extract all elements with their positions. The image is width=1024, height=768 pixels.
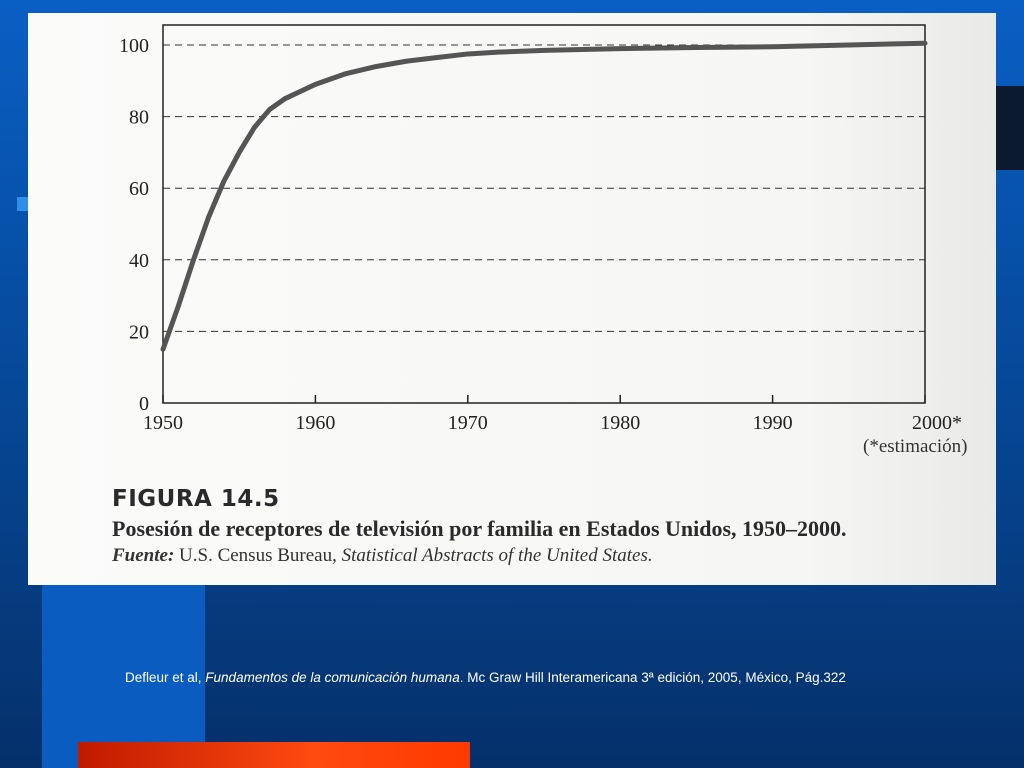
tick-labels: 0 20 40 60 80 100 1950 1960 1970 1980 1990 2000*	[119, 35, 962, 434]
grid-lines	[163, 44, 925, 332]
x-tick-label: 1980	[600, 412, 640, 434]
series-lines	[160, 40, 928, 352]
source-organization: U.S. Census Bureau,	[174, 545, 342, 566]
figure-source: Fuente: U.S. Census Bureau, Statistical …	[112, 545, 992, 567]
source-label: Fuente:	[112, 545, 175, 566]
decorative-bottom-bar	[78, 742, 470, 768]
scanned-figure: 0 20 40 60 80 100 1950 1960 1970 1980 1990 2000* (*…	[28, 13, 996, 585]
chart-axes	[162, 24, 926, 404]
x-tick-label: 2000*	[912, 412, 962, 434]
x-tick-label: 1970	[448, 412, 488, 434]
citation-book-title: Fundamentos de la comunicación humana	[205, 670, 460, 685]
tv-ownership-line	[160, 40, 928, 352]
estimate-note: (*estimación)	[863, 436, 968, 457]
slide-citation: Defleur et al, Fundamentos de la comunic…	[125, 670, 846, 685]
y-tick-label: 40	[129, 250, 149, 272]
y-tick-label: 60	[129, 178, 149, 200]
background-block-right	[996, 86, 1024, 170]
x-tick-label: 1990	[753, 412, 793, 434]
line-chart: 0 20 40 60 80 100 1950 1960 1970 1980 1990 2000*	[119, 24, 962, 434]
figure-label: FIGURA 14.5	[112, 486, 280, 512]
source-publication: Statistical Abstracts of the United Stat…	[341, 545, 653, 566]
x-tick-label: 1960	[295, 412, 335, 434]
citation-details: . Mc Graw Hill Interamericana 3ª edición…	[459, 670, 846, 685]
y-tick-label: 100	[119, 35, 149, 57]
x-tick-label: 1950	[143, 412, 183, 434]
plot-frame	[162, 24, 926, 404]
y-tick-label: 80	[129, 107, 149, 129]
citation-author: Defleur et al,	[125, 670, 206, 685]
y-tick-label: 20	[129, 321, 149, 343]
figure-caption: Posesión de receptores de televisión por…	[112, 516, 847, 541]
y-tick-label: 0	[139, 393, 149, 415]
background-block-left	[42, 585, 205, 768]
background-accent-square	[17, 197, 28, 211]
